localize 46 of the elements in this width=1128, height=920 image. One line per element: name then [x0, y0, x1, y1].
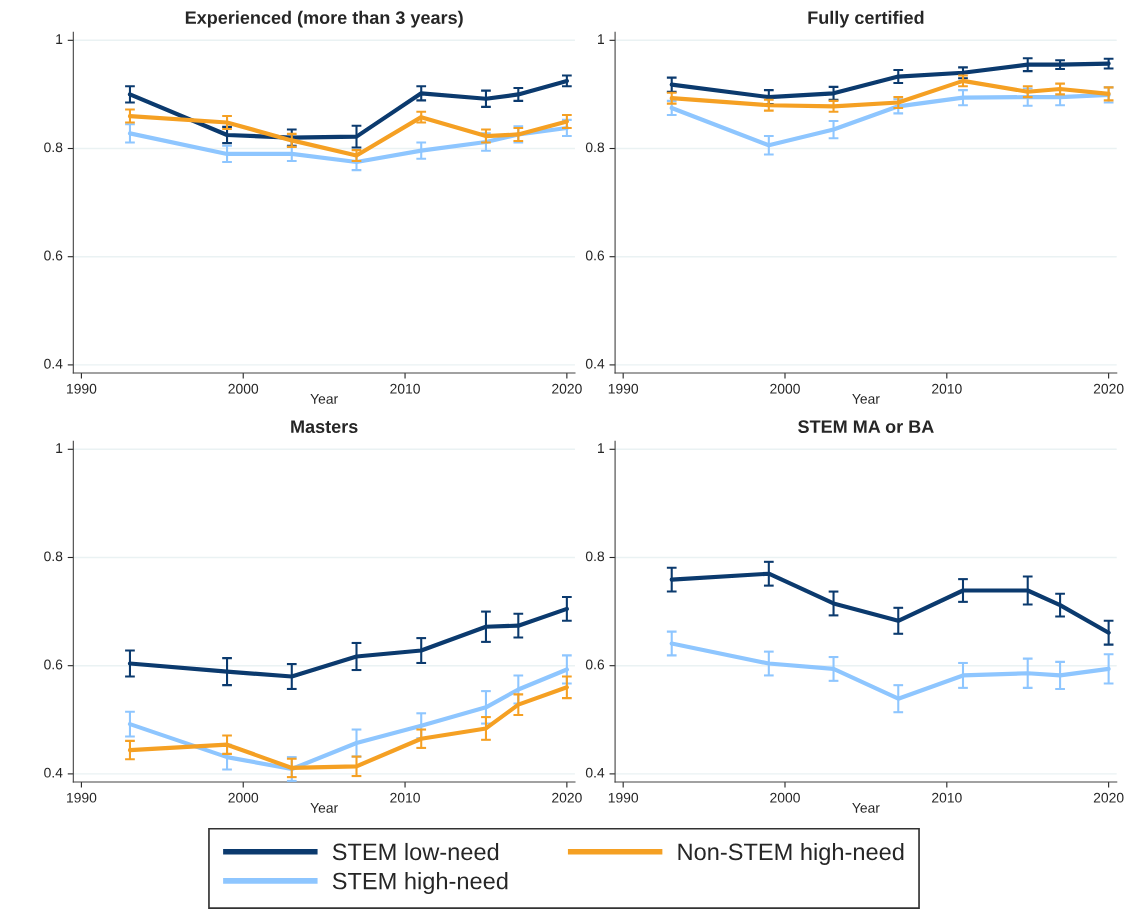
y-tick-label: 1	[56, 34, 63, 44]
y-tick-label: 1	[56, 443, 63, 453]
y-tick-label: 0.4	[585, 767, 605, 778]
chart-title: Masters	[291, 420, 358, 434]
x-tick-label: 1990	[67, 383, 97, 394]
y-tick-label: 0.4	[44, 358, 63, 369]
y-tick-label: 0.8	[44, 551, 63, 562]
x-tick-label: 1990	[608, 792, 639, 803]
chart-title: Experienced (more than 3 years)	[185, 10, 463, 28]
x-tick-label: 2000	[228, 383, 259, 394]
y-tick-label: 0.6	[585, 250, 605, 261]
legend-label: STEM high-need	[332, 872, 508, 895]
legend-label: Non-STEM high-need	[678, 842, 904, 865]
x-tick-label: 2000	[770, 383, 800, 394]
line-series	[669, 61, 1111, 100]
y-tick-label: 0.8	[585, 551, 605, 562]
x-axis-title: Year	[852, 803, 880, 813]
chart-title: Fully certified	[808, 10, 924, 28]
x-tick-label: 2010	[932, 792, 962, 803]
line-series	[127, 113, 569, 158]
y-tick-label: 0.4	[585, 358, 605, 369]
x-tick-label: 2010	[390, 383, 420, 394]
x-tick-label: 1990	[608, 383, 639, 394]
x-tick-label: 2000	[228, 792, 259, 803]
y-tick-label: 0.6	[44, 659, 63, 670]
x-tick-label: 2020	[552, 383, 582, 394]
legend-label: STEM low-need	[332, 842, 499, 861]
x-tick-label: 1990	[67, 792, 97, 803]
x-axis-title: Year	[310, 803, 338, 813]
x-tick-label: 2020	[1093, 383, 1124, 394]
y-tick-label: 0.4	[44, 767, 63, 778]
line-series	[669, 78, 1111, 109]
x-tick-label: 2020	[552, 792, 582, 803]
x-tick-label: 2020	[1093, 792, 1124, 803]
chart-title: STEM MA or BA	[798, 420, 934, 434]
y-tick-label: 0.6	[44, 250, 63, 261]
x-tick-label: 2010	[390, 792, 420, 803]
x-axis-title: Year	[852, 394, 880, 404]
y-tick-label: 1	[598, 34, 604, 44]
x-tick-label: 2010	[932, 383, 962, 394]
y-tick-label: 0.8	[585, 142, 605, 153]
y-tick-label: 0.6	[585, 659, 605, 670]
x-tick-label: 2000	[770, 792, 800, 803]
y-tick-label: 0.8	[44, 142, 63, 153]
x-axis-title: Year	[310, 394, 338, 404]
y-tick-label: 1	[598, 443, 604, 453]
